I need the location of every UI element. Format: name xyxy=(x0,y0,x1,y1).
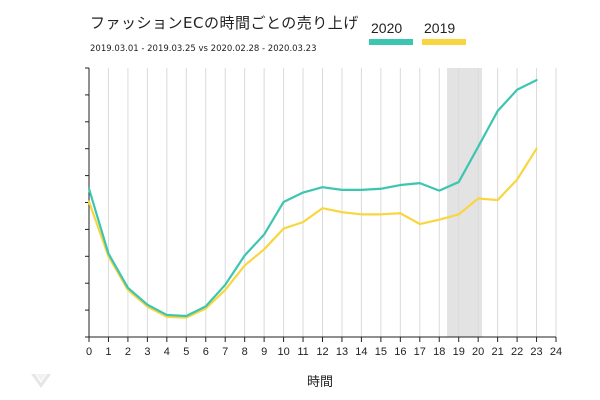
x-tick-label: 3 xyxy=(144,346,150,358)
x-tick-label: 2 xyxy=(125,346,131,358)
x-tick-label: 11 xyxy=(297,346,308,358)
x-tick-label: 22 xyxy=(511,346,523,358)
series-line-2019 xyxy=(87,147,538,319)
x-tick-label: 15 xyxy=(375,346,387,358)
x-tick-label: 13 xyxy=(336,346,348,358)
x-tick-label: 9 xyxy=(261,346,267,358)
x-tick-label: 14 xyxy=(355,346,367,358)
legend-swatch-2020 xyxy=(369,39,413,45)
chart-title: ファッションECの時間ごとの売り上げ xyxy=(90,14,359,32)
series-lines xyxy=(87,79,538,319)
legend-swatch-2019 xyxy=(422,39,466,45)
highlight-band xyxy=(447,68,483,337)
x-tick-label: 1 xyxy=(105,346,111,358)
legend-item-2020: 2020 xyxy=(369,20,413,45)
x-tick-label: 21 xyxy=(492,346,504,358)
x-tick-label: 0 xyxy=(86,346,92,358)
x-tick-label: 19 xyxy=(453,346,465,358)
x-tick-label: 18 xyxy=(433,346,445,358)
x-tick-label: 10 xyxy=(277,346,289,358)
x-tick-label: 12 xyxy=(316,346,328,358)
x-axis-title: 時間 xyxy=(307,375,333,390)
x-tick-label: 17 xyxy=(414,346,426,358)
x-tick-label: 5 xyxy=(183,346,189,358)
x-tick-label: 7 xyxy=(222,346,228,358)
grid-lines xyxy=(107,68,557,337)
v-shaped-logo-icon xyxy=(31,374,51,388)
x-tick-label: 6 xyxy=(203,346,209,358)
x-axis-ticks xyxy=(88,337,557,342)
legend-label-2020: 2020 xyxy=(371,20,403,36)
legend-label-2019: 2019 xyxy=(424,20,456,36)
x-tick-labels: 0 1 2 3 4 5 6 7 8 9 10 11 12 13 14 15 16 17 18 19 20 21 22 23 24 xyxy=(86,346,562,358)
x-tick-label: 20 xyxy=(472,346,484,358)
x-tick-label: 16 xyxy=(394,346,406,358)
x-tick-label: 24 xyxy=(550,346,562,358)
x-tick-label: 4 xyxy=(164,346,170,358)
chart-subtitle: 2019.03.01 - 2019.03.25 vs 2020.02.28 - … xyxy=(90,44,317,54)
x-tick-label: 23 xyxy=(530,346,542,358)
x-tick-label: 8 xyxy=(242,346,248,358)
y-axis-ticks xyxy=(85,67,89,338)
legend-item-2019: 2019 xyxy=(422,20,466,45)
series-line-2020 xyxy=(87,79,538,318)
